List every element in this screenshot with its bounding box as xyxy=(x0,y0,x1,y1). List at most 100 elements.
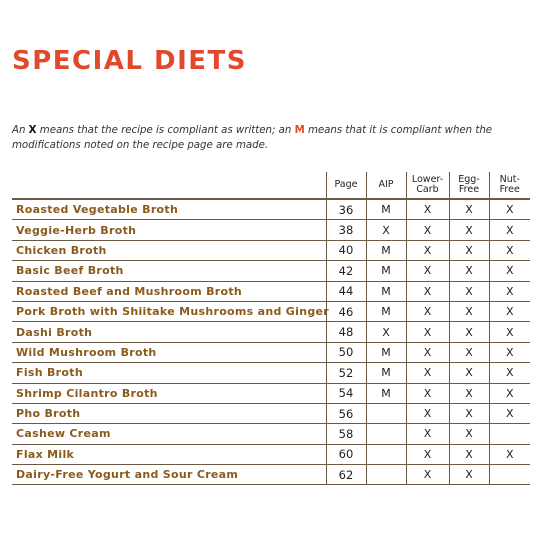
recipe-name: Basic Beef Broth xyxy=(12,260,326,282)
header-egg-free-line1: Egg- xyxy=(458,174,480,185)
header-page: Page xyxy=(325,172,366,200)
header-egg-free-line2: Free xyxy=(458,184,480,195)
page-number: 44 xyxy=(325,281,366,302)
header-nut-free-line2: Free xyxy=(499,184,520,195)
recipe-name: Dairy-Free Yogurt and Sour Cream xyxy=(12,464,326,486)
legend-text: means that it is compliant when the modi… xyxy=(12,125,493,151)
aip-mark xyxy=(365,444,406,466)
nut-free-mark: X xyxy=(488,240,530,262)
table-row: Wild Mushroom Broth 50 M X X X xyxy=(12,342,530,364)
page-number: 54 xyxy=(325,383,366,404)
lower-carb-mark: X xyxy=(405,199,449,221)
table-row: Pork Broth with Shiitake Mushrooms and G… xyxy=(12,301,530,323)
table-row: Flax Milk 60 X X X xyxy=(12,444,530,466)
table-header-row: Page AIP Lower- Carb Egg- Free Nut- Free xyxy=(12,172,530,200)
aip-mark xyxy=(365,423,406,445)
table-row: Cashew Cream 58 X X xyxy=(12,423,530,445)
nut-free-mark: X xyxy=(488,281,530,302)
recipe-name: Fish Broth xyxy=(12,362,326,384)
aip-mark: M xyxy=(365,301,406,323)
header-lower-carb-line2: Carb xyxy=(416,184,439,195)
egg-free-mark: X xyxy=(448,301,489,323)
aip-mark: M xyxy=(365,260,406,282)
table-row: Dashi Broth 48 X X X X xyxy=(12,321,530,343)
page-number: 38 xyxy=(325,219,366,241)
recipe-name: Wild Mushroom Broth xyxy=(12,342,326,364)
lower-carb-mark: X xyxy=(405,403,449,425)
table-row: Veggie-Herb Broth 38 X X X X xyxy=(12,219,530,241)
aip-mark xyxy=(365,464,406,486)
recipe-name: Pho Broth xyxy=(12,403,326,425)
lower-carb-mark: X xyxy=(405,342,449,364)
header-aip: AIP xyxy=(365,172,406,200)
table-row: Dairy-Free Yogurt and Sour Cream 62 X X xyxy=(12,464,530,486)
recipe-name: Chicken Broth xyxy=(12,240,326,262)
nut-free-mark: X xyxy=(488,403,530,425)
page-number: 46 xyxy=(325,301,366,323)
lower-carb-mark: X xyxy=(405,444,449,466)
table-row: Basic Beef Broth 42 M X X X xyxy=(12,260,530,282)
recipe-name: Pork Broth with Shiitake Mushrooms and G… xyxy=(12,301,329,323)
aip-mark: M xyxy=(365,383,406,404)
nut-free-mark: X xyxy=(488,342,530,364)
legend-x-mark: X xyxy=(28,125,37,136)
egg-free-mark: X xyxy=(448,383,489,404)
table-row: Chicken Broth 40 M X X X xyxy=(12,240,530,262)
aip-mark: M xyxy=(365,199,406,221)
page-number: 40 xyxy=(325,240,366,262)
page-number: 42 xyxy=(325,260,366,282)
aip-mark xyxy=(365,403,406,425)
page-number: 36 xyxy=(325,199,366,221)
special-diets-table: Page AIP Lower- Carb Egg- Free Nut- Free… xyxy=(12,172,530,486)
page-title: SPECIAL DIETS xyxy=(12,46,248,76)
table-row: Shrimp Cilantro Broth 54 M X X X xyxy=(12,383,530,404)
aip-mark: M xyxy=(365,240,406,262)
aip-mark: M xyxy=(365,281,406,302)
nut-free-mark: X xyxy=(488,199,530,221)
table-row: Pho Broth 56 X X X xyxy=(12,403,530,425)
table-row: Roasted Beef and Mushroom Broth 44 M X X X xyxy=(12,281,530,302)
table-body: Roasted Vegetable Broth 36 M X X X Veggie-Herb… xyxy=(12,199,530,486)
table-row: Roasted Vegetable Broth 36 M X X X xyxy=(12,199,530,221)
page-number: 58 xyxy=(325,423,366,445)
egg-free-mark: X xyxy=(448,281,489,302)
header-recipe xyxy=(12,172,326,200)
nut-free-mark: X xyxy=(488,444,530,466)
nut-free-mark xyxy=(488,464,530,486)
recipe-name: Cashew Cream xyxy=(12,423,326,445)
page-number: 52 xyxy=(325,362,366,384)
lower-carb-mark: X xyxy=(405,423,449,445)
lower-carb-mark: X xyxy=(405,362,449,384)
recipe-name: Roasted Vegetable Broth xyxy=(12,199,326,221)
lower-carb-mark: X xyxy=(405,321,449,343)
nut-free-mark: X xyxy=(488,321,530,343)
nut-free-mark: X xyxy=(488,219,530,241)
page-number: 48 xyxy=(325,321,366,343)
header-lower-carb-line1: Lower- xyxy=(411,174,444,185)
egg-free-mark: X xyxy=(448,423,489,445)
recipe-name: Roasted Beef and Mushroom Broth xyxy=(12,281,326,302)
egg-free-mark: X xyxy=(448,321,489,343)
page-number: 50 xyxy=(325,342,366,364)
recipe-name: Shrimp Cilantro Broth xyxy=(12,383,326,404)
egg-free-mark: X xyxy=(448,260,489,282)
recipe-name: Veggie-Herb Broth xyxy=(12,219,326,241)
nut-free-mark: X xyxy=(488,260,530,282)
recipe-name: Flax Milk xyxy=(12,444,326,466)
table-row: Fish Broth 52 M X X X xyxy=(12,362,530,384)
egg-free-mark: X xyxy=(448,199,489,221)
recipe-name: Dashi Broth xyxy=(12,321,326,343)
header-lower-carb: Lower- Carb xyxy=(405,172,449,200)
egg-free-mark: X xyxy=(448,342,489,364)
egg-free-mark: X xyxy=(448,362,489,384)
header-egg-free: Egg- Free xyxy=(448,172,489,200)
page-number: 60 xyxy=(325,444,366,466)
lower-carb-mark: X xyxy=(405,281,449,302)
lower-carb-mark: X xyxy=(405,240,449,262)
page-number: 62 xyxy=(325,464,366,486)
legend-m-mark: M xyxy=(294,125,305,136)
header-nut-free-line1: Nut- xyxy=(499,174,520,185)
egg-free-mark: X xyxy=(448,219,489,241)
page-number: 56 xyxy=(325,403,366,425)
lower-carb-mark: X xyxy=(405,219,449,241)
